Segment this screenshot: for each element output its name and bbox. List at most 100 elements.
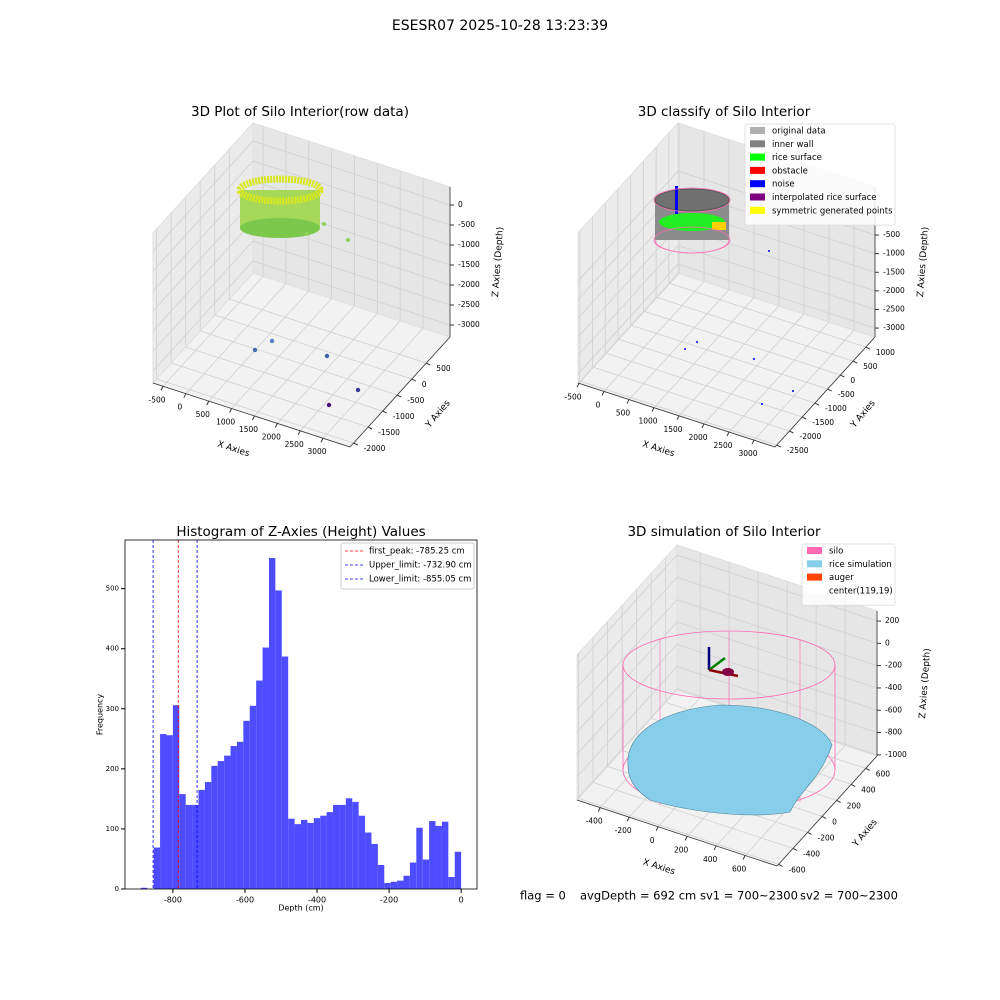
- z-tick-label: -3000: [458, 320, 480, 329]
- legend-label: Lower_limit: -855.05 cm: [369, 575, 471, 585]
- y-tick-label: 0: [422, 380, 427, 389]
- grid-line: [576, 577, 678, 688]
- status-text: sv2 = 700~2300: [800, 889, 898, 903]
- grid-line: [676, 643, 878, 711]
- legend-swatch: [807, 586, 822, 594]
- y-tick: [426, 362, 431, 366]
- z-tick-label: -800: [885, 728, 902, 737]
- axis-arrow: [708, 657, 726, 671]
- y-tick-label: -1000: [393, 412, 415, 421]
- status-text: avgDepth = 692 cm: [580, 889, 696, 903]
- silo-top: [622, 630, 836, 700]
- y-tick-label: 0: [850, 376, 855, 385]
- point: [792, 390, 794, 392]
- point: [753, 358, 755, 360]
- y-tick: [865, 767, 870, 771]
- status-text: sv1 = 700~2300: [700, 889, 798, 903]
- legend-swatch: [750, 180, 765, 188]
- grid-line: [577, 263, 679, 375]
- x-axis-label: Depth (cm): [278, 904, 323, 913]
- histogram-bar: [307, 822, 314, 889]
- grid-line: [676, 576, 878, 644]
- chart-title: 3D Plot of Silo Interior(row data): [191, 104, 409, 120]
- y-tick: [411, 378, 416, 382]
- y-tick-label: 400: [106, 645, 119, 653]
- histogram-bar: [416, 827, 423, 889]
- x-tick: [297, 430, 301, 436]
- y-tick: [836, 799, 841, 803]
- x-tick: [684, 836, 688, 841]
- wire: [653, 187, 731, 213]
- point: [684, 348, 686, 350]
- x-tick: [626, 399, 630, 404]
- grid-line: [728, 321, 830, 433]
- grid-line: [299, 320, 401, 432]
- histogram-bar: [377, 864, 385, 889]
- x-tick-label: 1000: [216, 418, 235, 427]
- y-tick: [814, 402, 820, 406]
- axis-line: [577, 382, 776, 448]
- x-tick-label: 1500: [239, 425, 258, 434]
- x-axis-label: X Axies: [641, 440, 676, 460]
- legend-box: [744, 123, 896, 226]
- z-tick-label: -2000: [458, 280, 480, 289]
- chart-title: Histogram of Z-Axies (Height) Values: [176, 524, 425, 540]
- y-tick-label: -200: [818, 833, 835, 842]
- grid-line: [576, 554, 678, 666]
- y-tick-label: 400: [861, 785, 876, 794]
- histogram-bar: [294, 824, 301, 889]
- grid-line: [200, 330, 398, 396]
- x-tick-label: -500: [564, 392, 581, 401]
- grid-line: [152, 220, 254, 332]
- grid-line: [677, 245, 876, 310]
- z-tick-label: -500: [458, 220, 475, 229]
- grid-line: [252, 260, 451, 326]
- y-tick-label: -2000: [364, 444, 386, 453]
- grid-line: [185, 283, 287, 394]
- z-tick-label: -2000: [883, 286, 905, 295]
- y-tick-label: 100: [106, 825, 119, 833]
- y-tick: [367, 426, 373, 430]
- x-tick: [742, 855, 746, 860]
- y-tick: [807, 831, 812, 835]
- y-tick-label: 1000: [876, 348, 895, 357]
- x-tick: [601, 391, 605, 396]
- y-tick-label: -600: [788, 865, 805, 874]
- legend-label: obstacle: [772, 166, 808, 176]
- axis-line: [776, 755, 878, 867]
- histogram-bar: [275, 590, 282, 889]
- x-tick-label: 2000: [262, 432, 281, 441]
- legend-swatch: [750, 166, 765, 174]
- grid-line: [152, 240, 254, 352]
- y-tick: [353, 442, 358, 446]
- point: [696, 341, 698, 343]
- x-tick-label: 500: [616, 409, 631, 418]
- z-tick-label: -1000: [883, 249, 905, 258]
- point: [252, 347, 258, 353]
- y-tick-label: 500: [863, 362, 878, 371]
- z-tick-label: -400: [885, 683, 902, 692]
- x-tick-label: 1000: [638, 417, 657, 426]
- cloud-bottom: [240, 218, 320, 238]
- x-tick-label: 2000: [688, 433, 707, 442]
- x-tick: [183, 393, 187, 398]
- z-axis-label: Z Axies (Depth): [918, 648, 933, 719]
- histogram-bar: [211, 765, 218, 889]
- legend-label: center(119,19): [829, 586, 893, 596]
- z-tick-label: -500: [883, 230, 900, 239]
- x-tick-label: 2500: [713, 441, 732, 450]
- legend-swatch: [750, 193, 765, 201]
- grid-line: [576, 688, 678, 800]
- grid-line: [156, 378, 354, 444]
- y-tick-label: 0: [832, 817, 837, 826]
- y-tick: [827, 388, 832, 392]
- histogram-bar: [371, 843, 378, 889]
- y-axis-label: Y Axies: [850, 817, 879, 849]
- grid-line: [630, 324, 828, 390]
- z-tick-label: 0: [458, 200, 463, 209]
- y-tick-label: -500: [838, 390, 855, 399]
- x-tick-label: 500: [196, 410, 211, 419]
- grid-line: [162, 275, 264, 387]
- y-tick-label: 0: [115, 885, 119, 893]
- histogram-bar: [140, 887, 148, 889]
